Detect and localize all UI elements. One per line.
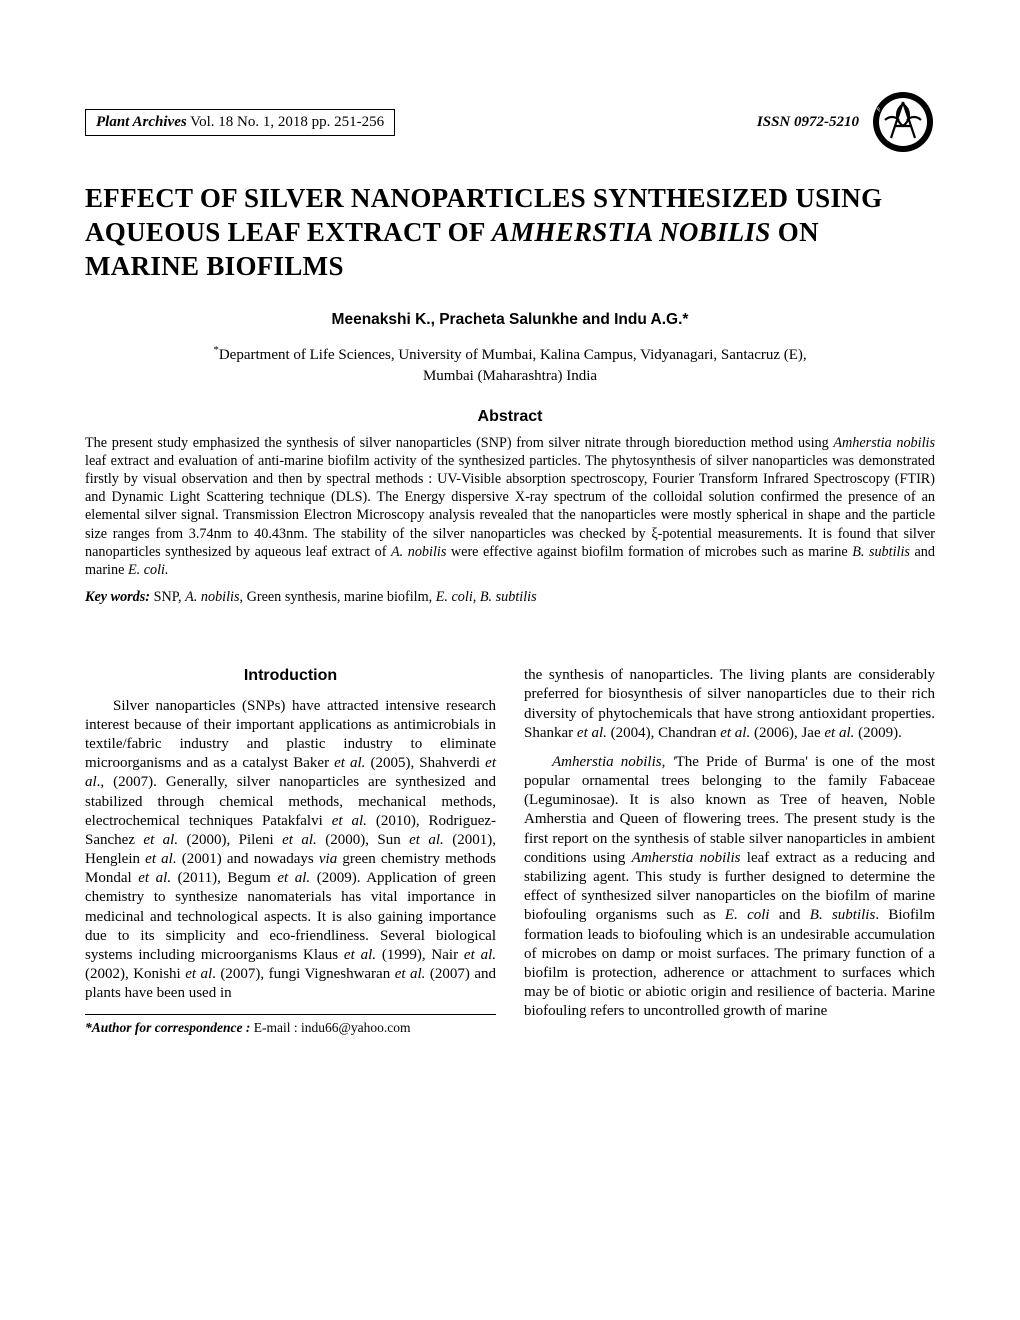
corresponding-author-footnote: *Author for correspondence : E-mail : in… [85,1019,496,1036]
right-column: the synthesis of nanoparticles. The livi… [524,666,935,1036]
keywords-line: Key words: SNP, A. nobilis, Green synthe… [85,589,935,606]
abstract-body: The present study emphasized the synthes… [85,434,935,579]
journal-logo-icon: P [871,90,935,154]
abstract-heading: Abstract [85,408,935,426]
footnote-label: *Author for correspondence : [85,1020,250,1035]
affiliation-line-1: Department of Life Sciences, University … [219,347,807,363]
left-column: Introduction Silver nanoparticles (SNPs)… [85,666,496,1036]
paper-title: EFFECT OF SILVER NANOPARTICLES SYNTHESIZ… [85,182,935,283]
issn-text: ISSN 0972-5210 [757,114,859,131]
affiliation-block: *Department of Life Sciences, University… [85,343,935,386]
issn-logo-group: ISSN 0972-5210 P [757,90,935,154]
title-species: AMHERSTIA NOBILIS [492,217,771,247]
footnote-divider [85,1014,496,1015]
two-column-layout: Introduction Silver nanoparticles (SNPs)… [85,666,935,1036]
journal-volume: Vol. 18 No. 1, 2018 pp. 251-256 [187,114,384,130]
keywords-body: SNP, A. nobilis, Green synthesis, marine… [150,589,537,605]
footnote-email: E-mail : indu66@yahoo.com [250,1020,410,1035]
affiliation-line-2: Mumbai (Maharashtra) India [423,368,597,384]
authors-line: Meenakshi K., Pracheta Salunkhe and Indu… [85,311,935,329]
introduction-heading: Introduction [85,666,496,686]
header-row: Plant Archives Vol. 18 No. 1, 2018 pp. 2… [85,90,935,154]
right-paragraph-2: Amherstia nobilis, 'The Pride of Burma' … [524,753,935,1022]
right-paragraph-1: the synthesis of nanoparticles. The livi… [524,666,935,743]
intro-paragraph-1: Silver nanoparticles (SNPs) have attract… [85,697,496,1004]
keywords-label: Key words: [85,589,150,605]
journal-info-box: Plant Archives Vol. 18 No. 1, 2018 pp. 2… [85,109,395,136]
journal-name: Plant Archives [96,114,187,130]
